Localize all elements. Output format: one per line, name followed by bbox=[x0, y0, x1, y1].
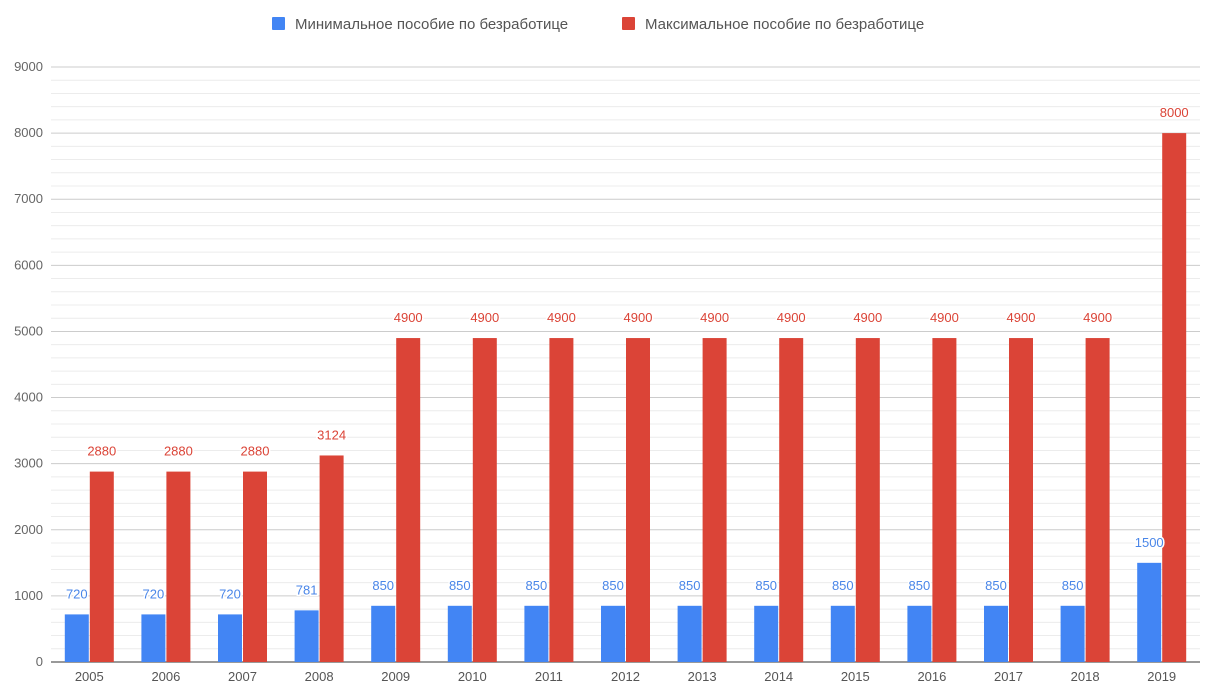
bar-min-2015 bbox=[830, 605, 855, 662]
x-tick-label: 2009 bbox=[381, 669, 410, 682]
x-tick-label: 2006 bbox=[151, 669, 180, 682]
bar-max-2008 bbox=[319, 455, 344, 662]
data-label-min-2010: 850 bbox=[449, 578, 471, 593]
bar-max-2019 bbox=[1162, 133, 1187, 663]
bars bbox=[64, 133, 1187, 663]
data-label-max-2006: 2880 bbox=[164, 444, 193, 459]
bar-max-2014 bbox=[779, 338, 804, 662]
bar-max-2007 bbox=[243, 471, 267, 662]
data-label-min-2012: 850 bbox=[602, 578, 624, 593]
x-tick-label: 2019 bbox=[1147, 669, 1176, 682]
legend-label-0: Минимальное пособие по безработице bbox=[295, 16, 568, 33]
bar-max-2011 bbox=[549, 338, 574, 662]
bar-min-2019 bbox=[1137, 562, 1162, 662]
data-label-max-2013: 4900 bbox=[700, 310, 729, 325]
data-label-max-2017: 4900 bbox=[1007, 310, 1036, 325]
bar-min-2013 bbox=[677, 605, 702, 662]
x-tick-label: 2018 bbox=[1071, 669, 1100, 682]
x-tick-label: 2011 bbox=[535, 669, 563, 682]
bar-min-2018 bbox=[1060, 605, 1085, 662]
y-tick-label: 7000 bbox=[14, 191, 43, 206]
legend-swatch-1 bbox=[622, 17, 635, 30]
data-label-min-2015: 850 bbox=[832, 578, 854, 593]
bar-max-2005 bbox=[89, 471, 114, 662]
grid bbox=[51, 66, 1200, 663]
y-tick-label: 6000 bbox=[14, 257, 43, 272]
data-label-max-2010: 4900 bbox=[470, 310, 499, 325]
bar-min-2007 bbox=[218, 614, 242, 662]
x-tick-label: 2008 bbox=[305, 669, 334, 682]
data-label-min-2019: 1500 bbox=[1135, 535, 1164, 550]
bar-min-2017 bbox=[984, 605, 1008, 662]
data-label-min-2007: 720 bbox=[219, 586, 241, 601]
data-label-max-2018: 4900 bbox=[1083, 310, 1112, 325]
data-label-min-2013: 850 bbox=[679, 578, 701, 593]
bar-max-2016 bbox=[932, 338, 957, 662]
bar-min-2009 bbox=[371, 605, 396, 662]
data-label-min-2006: 720 bbox=[143, 586, 165, 601]
legend: Минимальное пособие по безработице Максим… bbox=[272, 16, 924, 33]
y-tick-label: 8000 bbox=[14, 125, 43, 140]
data-label-max-2009: 4900 bbox=[394, 310, 423, 325]
data-label-max-2007: 2880 bbox=[241, 444, 270, 459]
data-label-min-2009: 850 bbox=[372, 578, 394, 593]
bar-max-2015 bbox=[855, 338, 880, 662]
x-tick-label: 2015 bbox=[841, 669, 870, 682]
bar-max-2009 bbox=[396, 338, 421, 662]
legend-label-1: Максимальное пособие по безработице bbox=[645, 16, 924, 33]
bar-max-2010 bbox=[472, 338, 497, 662]
data-label-min-2005: 720 bbox=[66, 586, 88, 601]
x-tick-label: 2012 bbox=[611, 669, 640, 682]
y-tick-label: 0 bbox=[36, 654, 43, 669]
x-tick-label: 2014 bbox=[764, 669, 793, 682]
x-tick-label: 2017 bbox=[994, 669, 1023, 682]
bar-min-2014 bbox=[754, 605, 779, 662]
bar-min-2010 bbox=[447, 605, 472, 662]
y-axis: 0 1000 2000 3000 4000 5000 6000 7000 8000 9000 bbox=[14, 59, 43, 669]
y-tick-label: 1000 bbox=[14, 588, 43, 603]
data-label-max-2005: 2880 bbox=[87, 444, 116, 459]
data-label-min-2011: 850 bbox=[526, 578, 548, 593]
bar-max-2018 bbox=[1085, 338, 1110, 662]
bar-max-2012 bbox=[626, 338, 650, 662]
data-label-max-2019: 8000 bbox=[1160, 105, 1189, 120]
x-tick-label: 2013 bbox=[688, 669, 717, 682]
bar-min-2011 bbox=[524, 605, 549, 662]
bar-min-2008 bbox=[294, 610, 319, 662]
data-label-max-2008: 3124 bbox=[317, 427, 346, 442]
bar-min-2016 bbox=[907, 605, 932, 662]
bar-max-2013 bbox=[702, 338, 727, 662]
bar-min-2012 bbox=[601, 605, 625, 662]
bar-max-2006 bbox=[166, 471, 191, 662]
x-tick-label: 2007 bbox=[228, 669, 257, 682]
data-label-max-2012: 4900 bbox=[624, 310, 653, 325]
y-tick-label: 4000 bbox=[14, 390, 43, 405]
data-labels: 720 2880 720 2880 720 2880 781 3124 850 4900 850 49… bbox=[64, 104, 1190, 603]
x-tick-label: 2005 bbox=[75, 669, 104, 682]
data-label-min-2014: 850 bbox=[755, 578, 777, 593]
x-tick-label: 2016 bbox=[917, 669, 946, 682]
data-label-max-2014: 4900 bbox=[777, 310, 806, 325]
y-tick-label: 3000 bbox=[14, 456, 43, 471]
data-label-max-2011: 4900 bbox=[547, 310, 576, 325]
data-label-max-2016: 4900 bbox=[930, 310, 959, 325]
data-label-min-2008: 781 bbox=[296, 582, 318, 597]
bar-max-2017 bbox=[1009, 338, 1033, 662]
y-tick-label: 5000 bbox=[14, 323, 43, 338]
x-tick-label: 2010 bbox=[458, 669, 487, 682]
y-tick-label: 9000 bbox=[14, 59, 43, 74]
data-label-min-2016: 850 bbox=[909, 578, 931, 593]
bar-min-2005 bbox=[64, 614, 89, 662]
data-label-max-2015: 4900 bbox=[853, 310, 882, 325]
data-label-min-2017: 850 bbox=[985, 578, 1007, 593]
bar-min-2006 bbox=[141, 614, 166, 662]
data-label-min-2018: 850 bbox=[1062, 578, 1084, 593]
legend-swatch-0 bbox=[272, 17, 285, 30]
x-axis: 2005 2006 2007 2008 2009 2010 2011 2012 2013 2014… bbox=[75, 669, 1176, 684]
y-tick-label: 2000 bbox=[14, 522, 43, 537]
